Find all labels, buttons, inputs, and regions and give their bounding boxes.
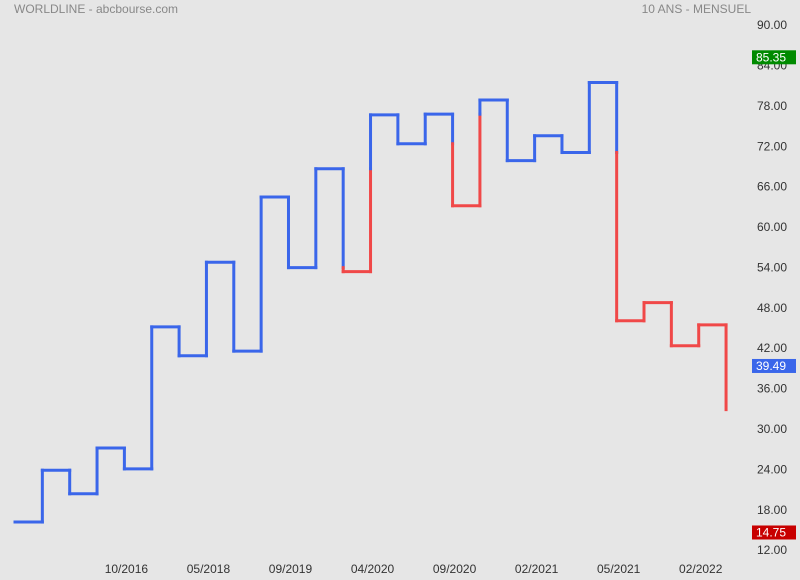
chart-title: WORLDLINE - abcbourse.com [14,2,178,16]
price-marker [752,525,796,540]
price-marker-label: 39.49 [756,359,786,373]
y-tick-label: 12.00 [757,543,787,557]
y-tick-label: 48.00 [757,301,787,315]
x-tick-label: 02/2022 [679,562,723,576]
x-tick-label: 04/2020 [351,562,395,576]
x-tick-label: 10/2016 [105,562,149,576]
y-tick-label: 30.00 [757,422,787,436]
y-tick-label: 18.00 [757,503,787,517]
price-marker-label: 85.35 [756,50,786,64]
x-tick-label: 05/2021 [597,562,641,576]
y-tick-label: 78.00 [757,99,787,113]
y-tick-label: 60.00 [757,220,787,234]
price-marker [752,358,796,373]
price-marker [752,50,796,65]
x-tick-label: 05/2018 [187,562,231,576]
y-tick-label: 72.00 [757,139,787,153]
y-tick-label: 66.00 [757,180,787,194]
x-tick-label: 02/2021 [515,562,559,576]
x-tick-label: 09/2019 [269,562,313,576]
y-tick-label: 24.00 [757,462,787,476]
chart-subtitle: 10 ANS - MENSUEL [642,2,752,16]
y-tick-label: 42.00 [757,341,787,355]
y-tick-label: 90.00 [757,18,787,32]
x-tick-label: 09/2020 [433,562,477,576]
y-tick-label: 54.00 [757,260,787,274]
y-tick-label: 36.00 [757,382,787,396]
price-marker-label: 14.75 [756,526,786,540]
